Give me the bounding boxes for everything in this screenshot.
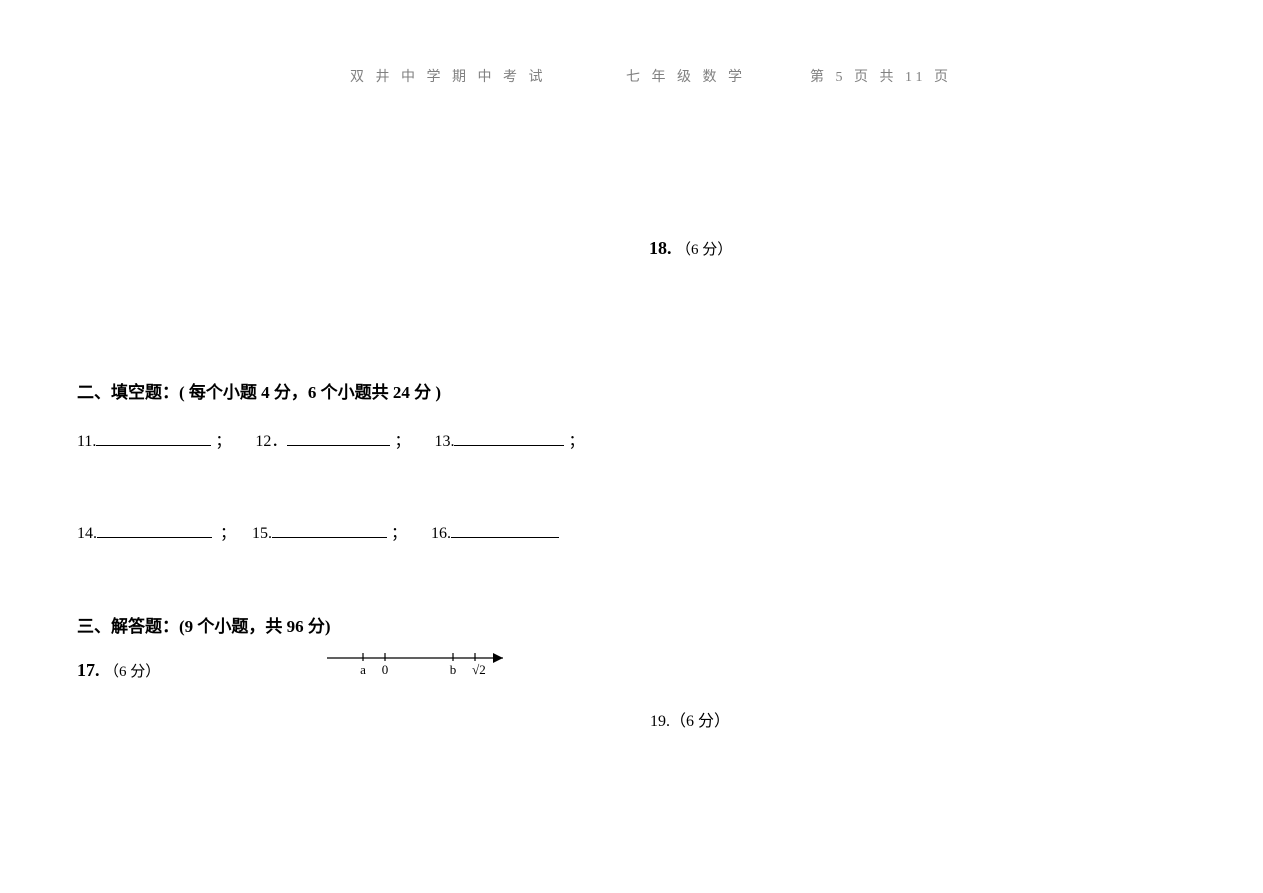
svg-text:√2: √2 — [472, 662, 486, 677]
question-17-points: （6 分） — [104, 664, 160, 680]
section-3-heading: 三、解答题：(9 个小题，共 96 分) — [77, 612, 331, 637]
question-18-points: （6 分） — [676, 242, 732, 258]
question-17-number: 17. — [77, 660, 100, 680]
blank-14-label: 14. — [77, 525, 97, 542]
blank-13 — [454, 427, 564, 446]
semicolon: ； — [387, 525, 407, 542]
blank-13-label: 13. — [434, 433, 454, 450]
blank-14 — [97, 519, 212, 538]
svg-text:b: b — [450, 662, 457, 677]
blank-16 — [451, 519, 559, 538]
blank-15-label: 15. — [252, 525, 272, 542]
number-line-diagram: a 0 b √2 — [325, 644, 525, 684]
header-subject: 七 年 级 数 学 — [626, 66, 746, 86]
fill-blank-row-1: 11. ； 12． ； 13. ； — [77, 427, 584, 451]
svg-text:0: 0 — [382, 662, 389, 677]
blank-11-label: 11. — [77, 433, 96, 450]
header-school: 双 井 中 学 期 中 考 试 — [350, 66, 547, 86]
svg-text:a: a — [360, 662, 366, 677]
semicolon: ； — [216, 525, 236, 542]
number-line-svg: a 0 b √2 — [325, 644, 525, 684]
question-18-number: 18. — [649, 238, 672, 258]
header-page-number: 第 5 页 共 11 页 — [810, 66, 952, 86]
blank-11 — [96, 427, 211, 446]
blank-15 — [272, 519, 387, 538]
semicolon: ； — [564, 433, 584, 450]
fill-blank-row-2: 14. ； 15. ； 16. — [77, 519, 559, 543]
question-19: 19.（6 分） — [650, 707, 730, 731]
page: 双 井 中 学 期 中 考 试 七 年 级 数 学 第 5 页 共 11 页 1… — [0, 0, 1263, 893]
question-17: 17. （6 分） — [77, 660, 160, 681]
question-18: 18. （6 分） — [649, 238, 732, 259]
semicolon: ； — [211, 433, 231, 450]
blank-12-label: 12． — [255, 433, 287, 450]
semicolon: ； — [390, 433, 410, 450]
blank-16-label: 16. — [431, 525, 451, 542]
section-2-heading: 二、填空题：( 每个小题 4 分，6 个小题共 24 分 ) — [77, 378, 441, 403]
blank-12 — [287, 427, 390, 446]
